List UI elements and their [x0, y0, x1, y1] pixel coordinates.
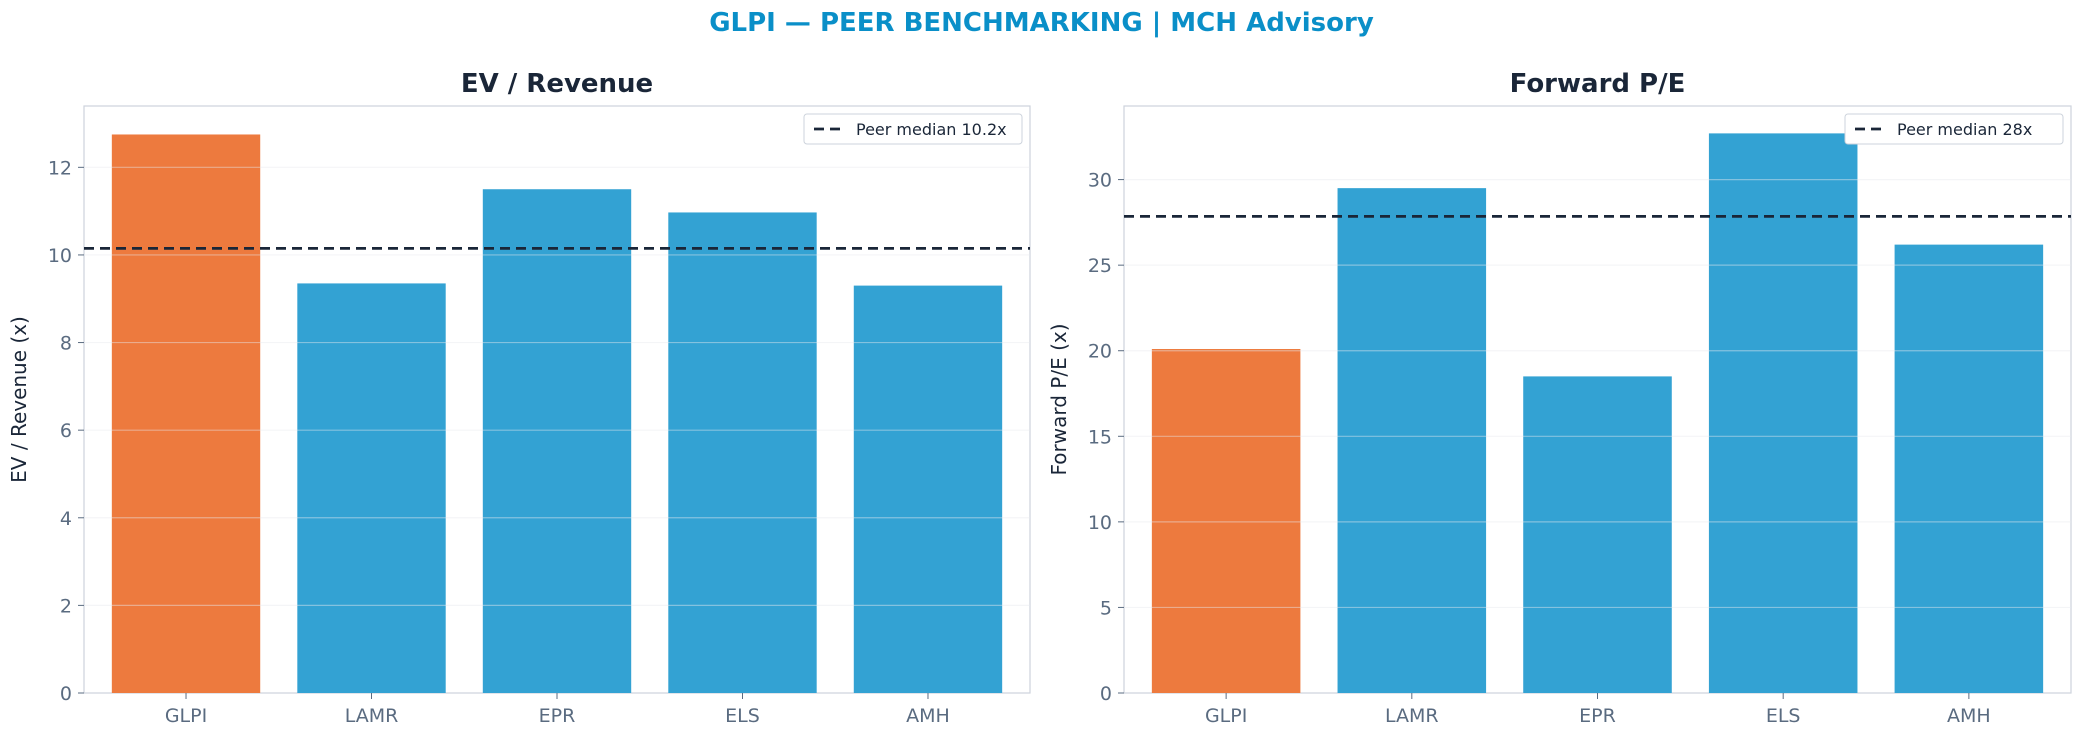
- legend-box: [803, 113, 1023, 145]
- x-tick-label: AMH: [906, 705, 950, 727]
- y-axis-label: EV / Revenue (x): [7, 316, 31, 483]
- y-tick-label: 2: [60, 595, 72, 617]
- y-tick-label: 0: [1100, 683, 1112, 705]
- y-tick-label: 6: [60, 420, 72, 442]
- y-tick-label: 8: [60, 333, 72, 355]
- bar-glpi: [1151, 349, 1301, 693]
- bar-lamr: [297, 283, 446, 693]
- x-tick-label: EPR: [1579, 705, 1616, 727]
- x-tick-label: ELS: [725, 705, 760, 727]
- legend-label: Peer median 10.2x: [856, 120, 1007, 139]
- y-tick-label: 4: [60, 508, 72, 530]
- y-tick-label: 10: [1088, 512, 1112, 534]
- bar-glpi: [111, 134, 261, 693]
- panel-title: EV / Revenue: [461, 69, 653, 99]
- y-tick-label: 15: [1088, 426, 1112, 448]
- y-tick-label: 25: [1088, 255, 1112, 277]
- x-tick-label: GLPI: [165, 705, 207, 727]
- y-tick-label: 12: [48, 157, 72, 179]
- bar-lamr: [1337, 188, 1487, 694]
- x-tick-label: EPR: [539, 705, 576, 727]
- figure-title: GLPI — PEER BENCHMARKING | MCH Advisory: [709, 8, 1374, 38]
- x-tick-label: AMH: [1947, 705, 1991, 727]
- bar-els: [1708, 133, 1858, 693]
- y-tick-label: 5: [1100, 597, 1112, 619]
- y-tick-label: 10: [48, 245, 72, 267]
- y-tick-label: 0: [60, 683, 72, 705]
- bar-els: [668, 212, 817, 694]
- x-tick-label: LAMR: [1385, 705, 1439, 727]
- panel-title: Forward P/E: [1510, 69, 1686, 99]
- y-tick-label: 20: [1088, 341, 1112, 363]
- x-tick-label: ELS: [1766, 705, 1801, 727]
- y-axis-label: Forward P/E (x): [1047, 323, 1071, 475]
- y-tick-label: 30: [1088, 170, 1112, 192]
- bar-epr: [482, 189, 632, 694]
- x-tick-label: GLPI: [1205, 705, 1247, 727]
- legend-box: [1844, 113, 2064, 145]
- legend-label: Peer median 28x: [1897, 120, 2032, 139]
- bar-amh: [853, 285, 1003, 693]
- x-tick-label: LAMR: [345, 705, 399, 727]
- bar-epr: [1523, 376, 1672, 693]
- bar-amh: [1894, 244, 2044, 694]
